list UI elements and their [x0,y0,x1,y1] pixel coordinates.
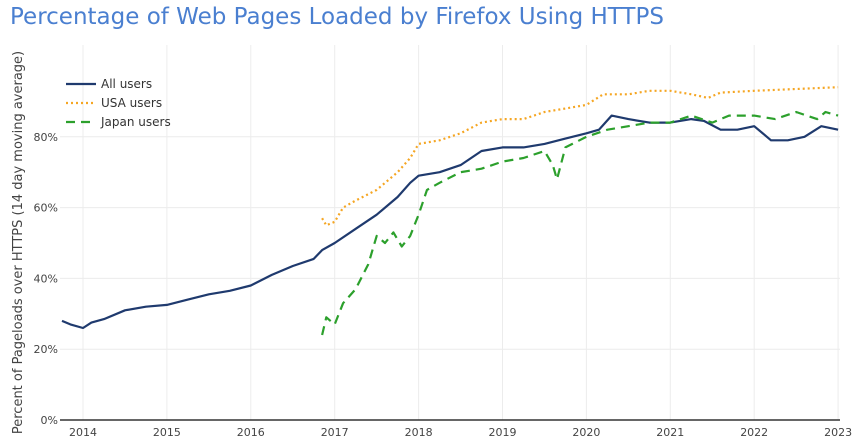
series-line-all-users [61,114,839,330]
y-tick-label: 0% [41,414,58,427]
plot-area [60,45,840,420]
x-tick-label: 2022 [740,426,768,439]
x-tick-label: 2020 [572,426,600,439]
chart-title: Percentage of Web Pages Loaded by Firefo… [10,4,664,30]
x-tick-label: 2014 [69,426,97,439]
legend-label: All users [101,77,152,91]
x-tick-label: 2018 [405,426,433,439]
y-tick-label: 40% [34,272,58,285]
x-tick-label: 2019 [489,426,517,439]
series-line-usa-users [321,86,839,227]
x-tick-label: 2023 [824,426,852,439]
y-tick-label: 60% [34,202,58,215]
y-tick-label: 80% [34,131,58,144]
legend-label: USA users [101,96,162,110]
x-tick-label: 2016 [237,426,265,439]
series-line-japan-users [321,110,839,336]
x-tick-label: 2021 [656,426,684,439]
y-axis-label: Percent of Pageloads over HTTPS (14 day … [11,51,26,434]
y-tick-label: 20% [34,343,58,356]
x-tick-label: 2015 [153,426,181,439]
x-tick-label: 2017 [321,426,349,439]
legend-label: Japan users [100,115,171,129]
